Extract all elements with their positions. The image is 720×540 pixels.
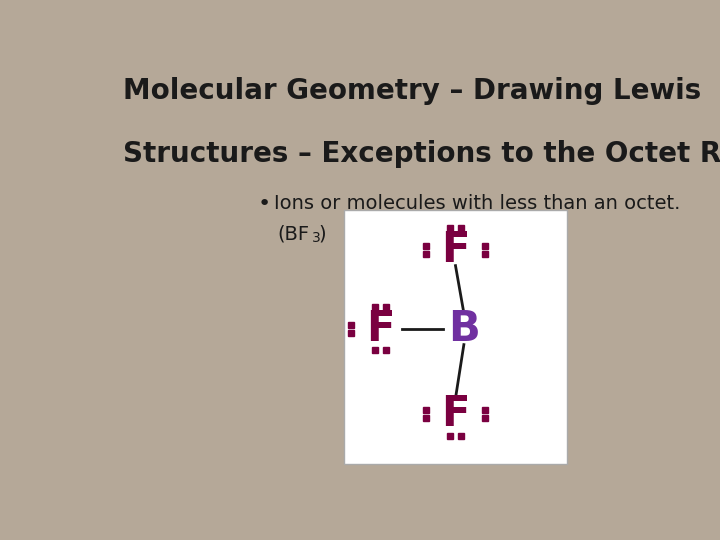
Text: Ions or molecules with less than an octet.: Ions or molecules with less than an octe…	[274, 194, 680, 213]
Bar	[344, 210, 567, 464]
Text: (BF: (BF	[277, 225, 309, 244]
Text: F: F	[441, 393, 469, 435]
Text: F: F	[366, 308, 395, 350]
Text: 3: 3	[312, 231, 320, 245]
Text: ): )	[318, 225, 326, 244]
Text: B: B	[448, 308, 480, 350]
Text: F: F	[441, 229, 469, 271]
Text: Molecular Geometry – Drawing Lewis: Molecular Geometry – Drawing Lewis	[124, 77, 702, 105]
Text: •: •	[258, 194, 271, 214]
Text: Structures – Exceptions to the Octet Rule: Structures – Exceptions to the Octet Rul…	[124, 140, 720, 167]
